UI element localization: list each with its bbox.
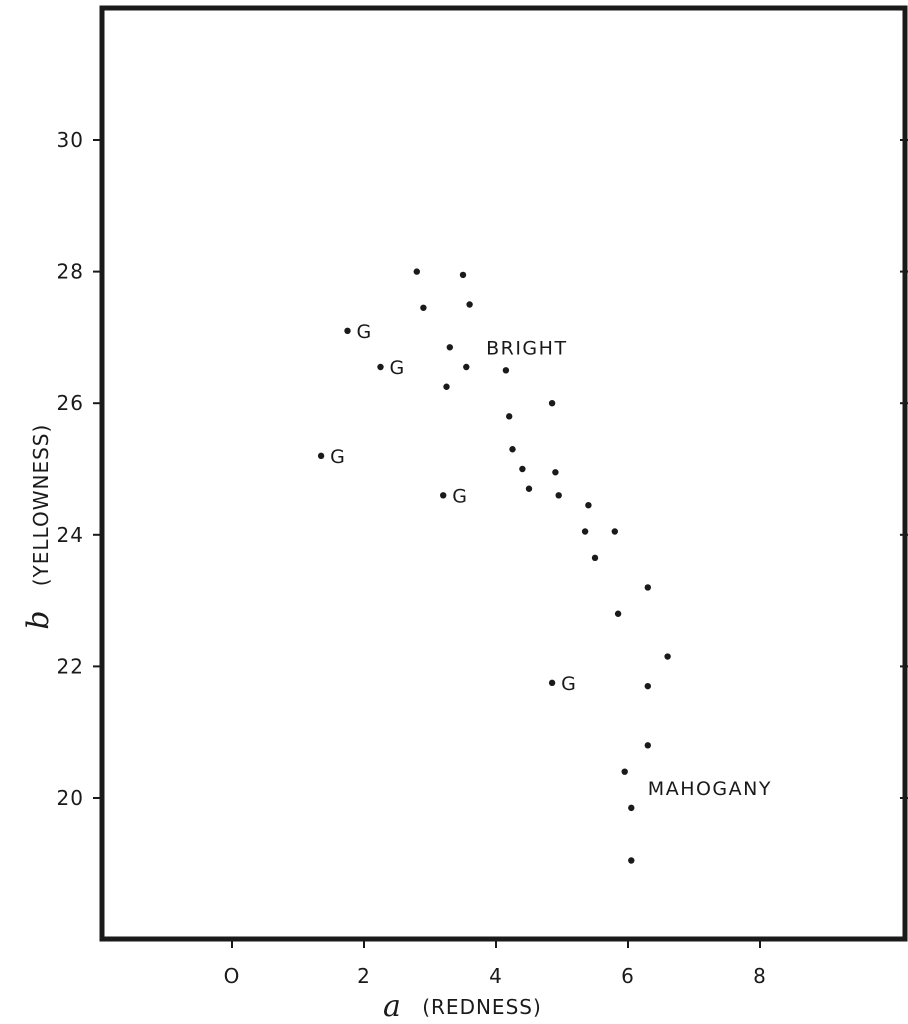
y-tick-label: 26 xyxy=(57,391,84,415)
data-point xyxy=(509,446,516,453)
y-tick-label: 24 xyxy=(57,523,84,547)
point-label: G xyxy=(357,321,372,343)
data-point xyxy=(413,268,420,275)
data-point xyxy=(644,584,651,591)
data-point xyxy=(621,768,628,775)
data-point xyxy=(581,528,589,535)
y-tick-label: 20 xyxy=(57,786,84,810)
x-tick-label: 6 xyxy=(621,964,635,988)
data-point xyxy=(644,742,651,749)
data-point xyxy=(548,400,556,407)
data-point xyxy=(628,804,635,812)
data-point xyxy=(552,469,559,476)
x-tick-label: 4 xyxy=(489,964,503,988)
x-axis-symbol: a xyxy=(383,989,401,1024)
data-point xyxy=(611,528,618,535)
data-point xyxy=(664,653,671,660)
y-tick-label: 28 xyxy=(57,260,84,284)
data-point xyxy=(317,452,325,460)
data-point xyxy=(548,679,556,687)
point-label: G xyxy=(330,446,345,468)
data-point xyxy=(614,610,622,617)
data-point xyxy=(628,857,635,864)
point-label: G xyxy=(561,673,576,695)
y-tick-label: 30 xyxy=(57,128,84,152)
data-point xyxy=(519,465,526,473)
x-tick-label: O xyxy=(224,964,241,988)
x-tick-label: 2 xyxy=(357,964,371,988)
data-point xyxy=(440,492,447,499)
y-axis-title: b (YELLOWNESS) xyxy=(21,424,56,630)
data-point xyxy=(555,492,562,499)
y-axis-symbol: b xyxy=(21,610,56,629)
y-axis-label: (YELLOWNESS) xyxy=(29,424,53,587)
data-point xyxy=(466,301,473,308)
data-point xyxy=(377,363,384,371)
x-axis: O 2 4 6 8 xyxy=(224,939,767,988)
data-point xyxy=(443,383,450,390)
data-point xyxy=(502,367,510,374)
data-point xyxy=(459,271,467,279)
annotation-label: BRIGHT xyxy=(486,337,567,359)
annotation-label: MAHOGANY xyxy=(648,778,772,800)
data-point xyxy=(644,682,651,690)
x-tick-label: 8 xyxy=(753,964,767,988)
data-point xyxy=(446,344,453,351)
x-axis-title: a (REDNESS) xyxy=(383,989,542,1024)
y-tick-label: 22 xyxy=(57,654,84,678)
point-label: G xyxy=(390,357,405,379)
data-point xyxy=(420,304,427,311)
data-point xyxy=(591,554,599,562)
data-point xyxy=(506,413,513,420)
data-point xyxy=(585,501,592,509)
data-point xyxy=(463,363,470,371)
plot-frame xyxy=(99,5,908,942)
y-axis: 20 22 24 26 28 30 xyxy=(57,128,908,810)
point-label: G xyxy=(452,485,467,507)
data-point xyxy=(344,327,351,335)
x-axis-label: (REDNESS) xyxy=(422,995,542,1019)
data-point xyxy=(525,485,533,492)
annotations: BRIGHT MAHOGANY xyxy=(486,337,772,800)
